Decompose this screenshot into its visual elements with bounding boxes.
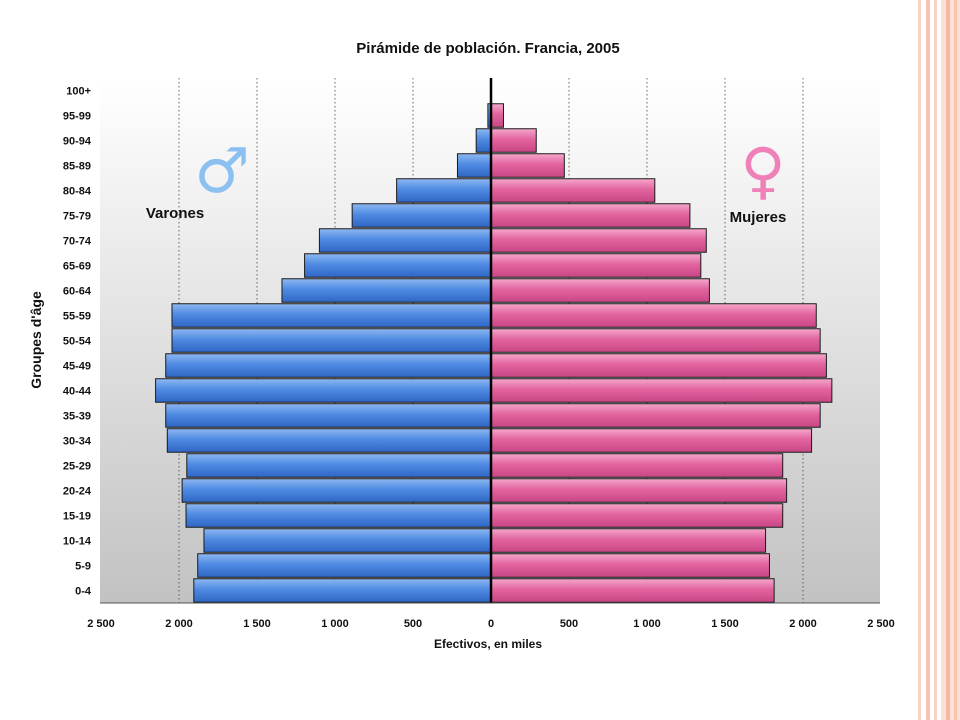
bar-female-55-59 [490,303,817,328]
female-symbol-icon: ♀ [740,134,785,207]
bar-male-55-59 [171,303,492,328]
bar-female-15-19 [490,503,784,528]
bar-male-10-14 [203,528,492,553]
x-axis-label: Efectivos, en miles [434,637,542,651]
male-symbol-icon: ♂ [194,134,250,207]
bar-female-40-44 [490,378,833,403]
border-stripe [954,0,957,720]
y-axis-label: Groupes d'âge [28,291,44,389]
bar-male-30-34 [166,428,492,453]
bar-male-15-19 [185,503,492,528]
y-tick-label: 0-4 [75,586,92,598]
bar-female-30-34 [490,428,813,453]
bar-male-40-44 [155,378,492,403]
bars [155,103,833,603]
y-tick-label: 15-19 [63,511,91,523]
y-tick-label: 85-89 [63,161,91,173]
bar-female-10-14 [490,528,767,553]
x-tick-label: 0 [488,618,494,630]
bar-female-60-64 [490,278,710,303]
bar-male-60-64 [281,278,492,303]
bar-male-65-69 [304,253,492,278]
bar-male-90-94 [475,128,492,153]
x-tick-label: 500 [404,618,422,630]
border-stripe [926,0,930,720]
x-tick-label: 500 [560,618,578,630]
y-tick-label: 65-69 [63,261,91,273]
bar-female-80-84 [490,178,656,203]
y-tick-label: 50-54 [63,336,92,348]
y-tick-label: 60-64 [63,286,92,298]
y-tick-label: 30-34 [63,436,92,448]
y-tick-label: 95-99 [63,111,91,123]
y-tick-label: 90-94 [63,136,92,148]
y-tick-label: 75-79 [63,211,91,223]
y-tick-label: 55-59 [63,311,91,323]
x-tick-labels: 2 500 2 000 1 500 1 000 500 0 500 1 000 1 500 2 0… [87,618,895,630]
chart-title: Pirámide de población. Francia, 2005 [356,40,619,57]
bar-male-70-74 [318,228,492,253]
bar-male-20-24 [181,478,492,503]
y-tick-label: 45-49 [63,361,91,373]
y-tick-label: 40-44 [63,386,92,398]
bar-female-85-89 [490,153,565,178]
bar-female-35-39 [490,403,821,428]
bar-female-70-74 [490,228,707,253]
bar-male-75-79 [351,203,492,228]
bar-male-0-4 [193,578,492,603]
bar-female-65-69 [490,253,702,278]
bar-female-75-79 [490,203,691,228]
y-tick-label: 80-84 [63,186,92,198]
bar-male-25-29 [186,453,492,478]
mujeres-label: Mujeres [730,209,787,226]
y-tick-label: 25-29 [63,461,91,473]
y-tick-labels: 100+ 95-99 90-94 85-89 80-84 75-79 70-74 65-69 6… [63,86,92,598]
x-tick-label: 1 500 [711,618,739,630]
y-tick-label: 35-39 [63,411,91,423]
x-tick-label: 1 000 [633,618,661,630]
y-tick-label: 5-9 [75,561,91,573]
bar-female-5-9 [490,553,770,578]
bar-male-50-54 [171,328,492,353]
x-tick-label: 2 000 [165,618,193,630]
bar-male-85-89 [456,153,492,178]
x-tick-label: 1 500 [243,618,271,630]
border-stripe [934,0,937,720]
bar-female-45-49 [490,353,827,378]
bar-male-45-49 [165,353,492,378]
varones-label: Varones [146,205,204,222]
border-stripe [918,0,921,720]
bar-male-80-84 [396,178,492,203]
x-tick-label: 1 000 [321,618,349,630]
bar-male-5-9 [197,553,492,578]
y-tick-label: 70-74 [63,236,92,248]
bar-female-25-29 [490,453,784,478]
y-tick-label: 100+ [66,86,91,98]
bar-female-90-94 [490,128,537,153]
x-tick-label: 2 500 [87,618,115,630]
x-tick-label: 2 500 [867,618,895,630]
x-tick-label: 2 000 [789,618,817,630]
bar-female-95-99 [490,103,504,128]
border-stripe [946,0,950,720]
y-tick-label: 10-14 [63,536,92,548]
bar-female-0-4 [490,578,775,603]
y-tick-label: 20-24 [63,486,92,498]
bar-female-50-54 [490,328,821,353]
bar-female-20-24 [490,478,788,503]
bar-male-35-39 [165,403,492,428]
